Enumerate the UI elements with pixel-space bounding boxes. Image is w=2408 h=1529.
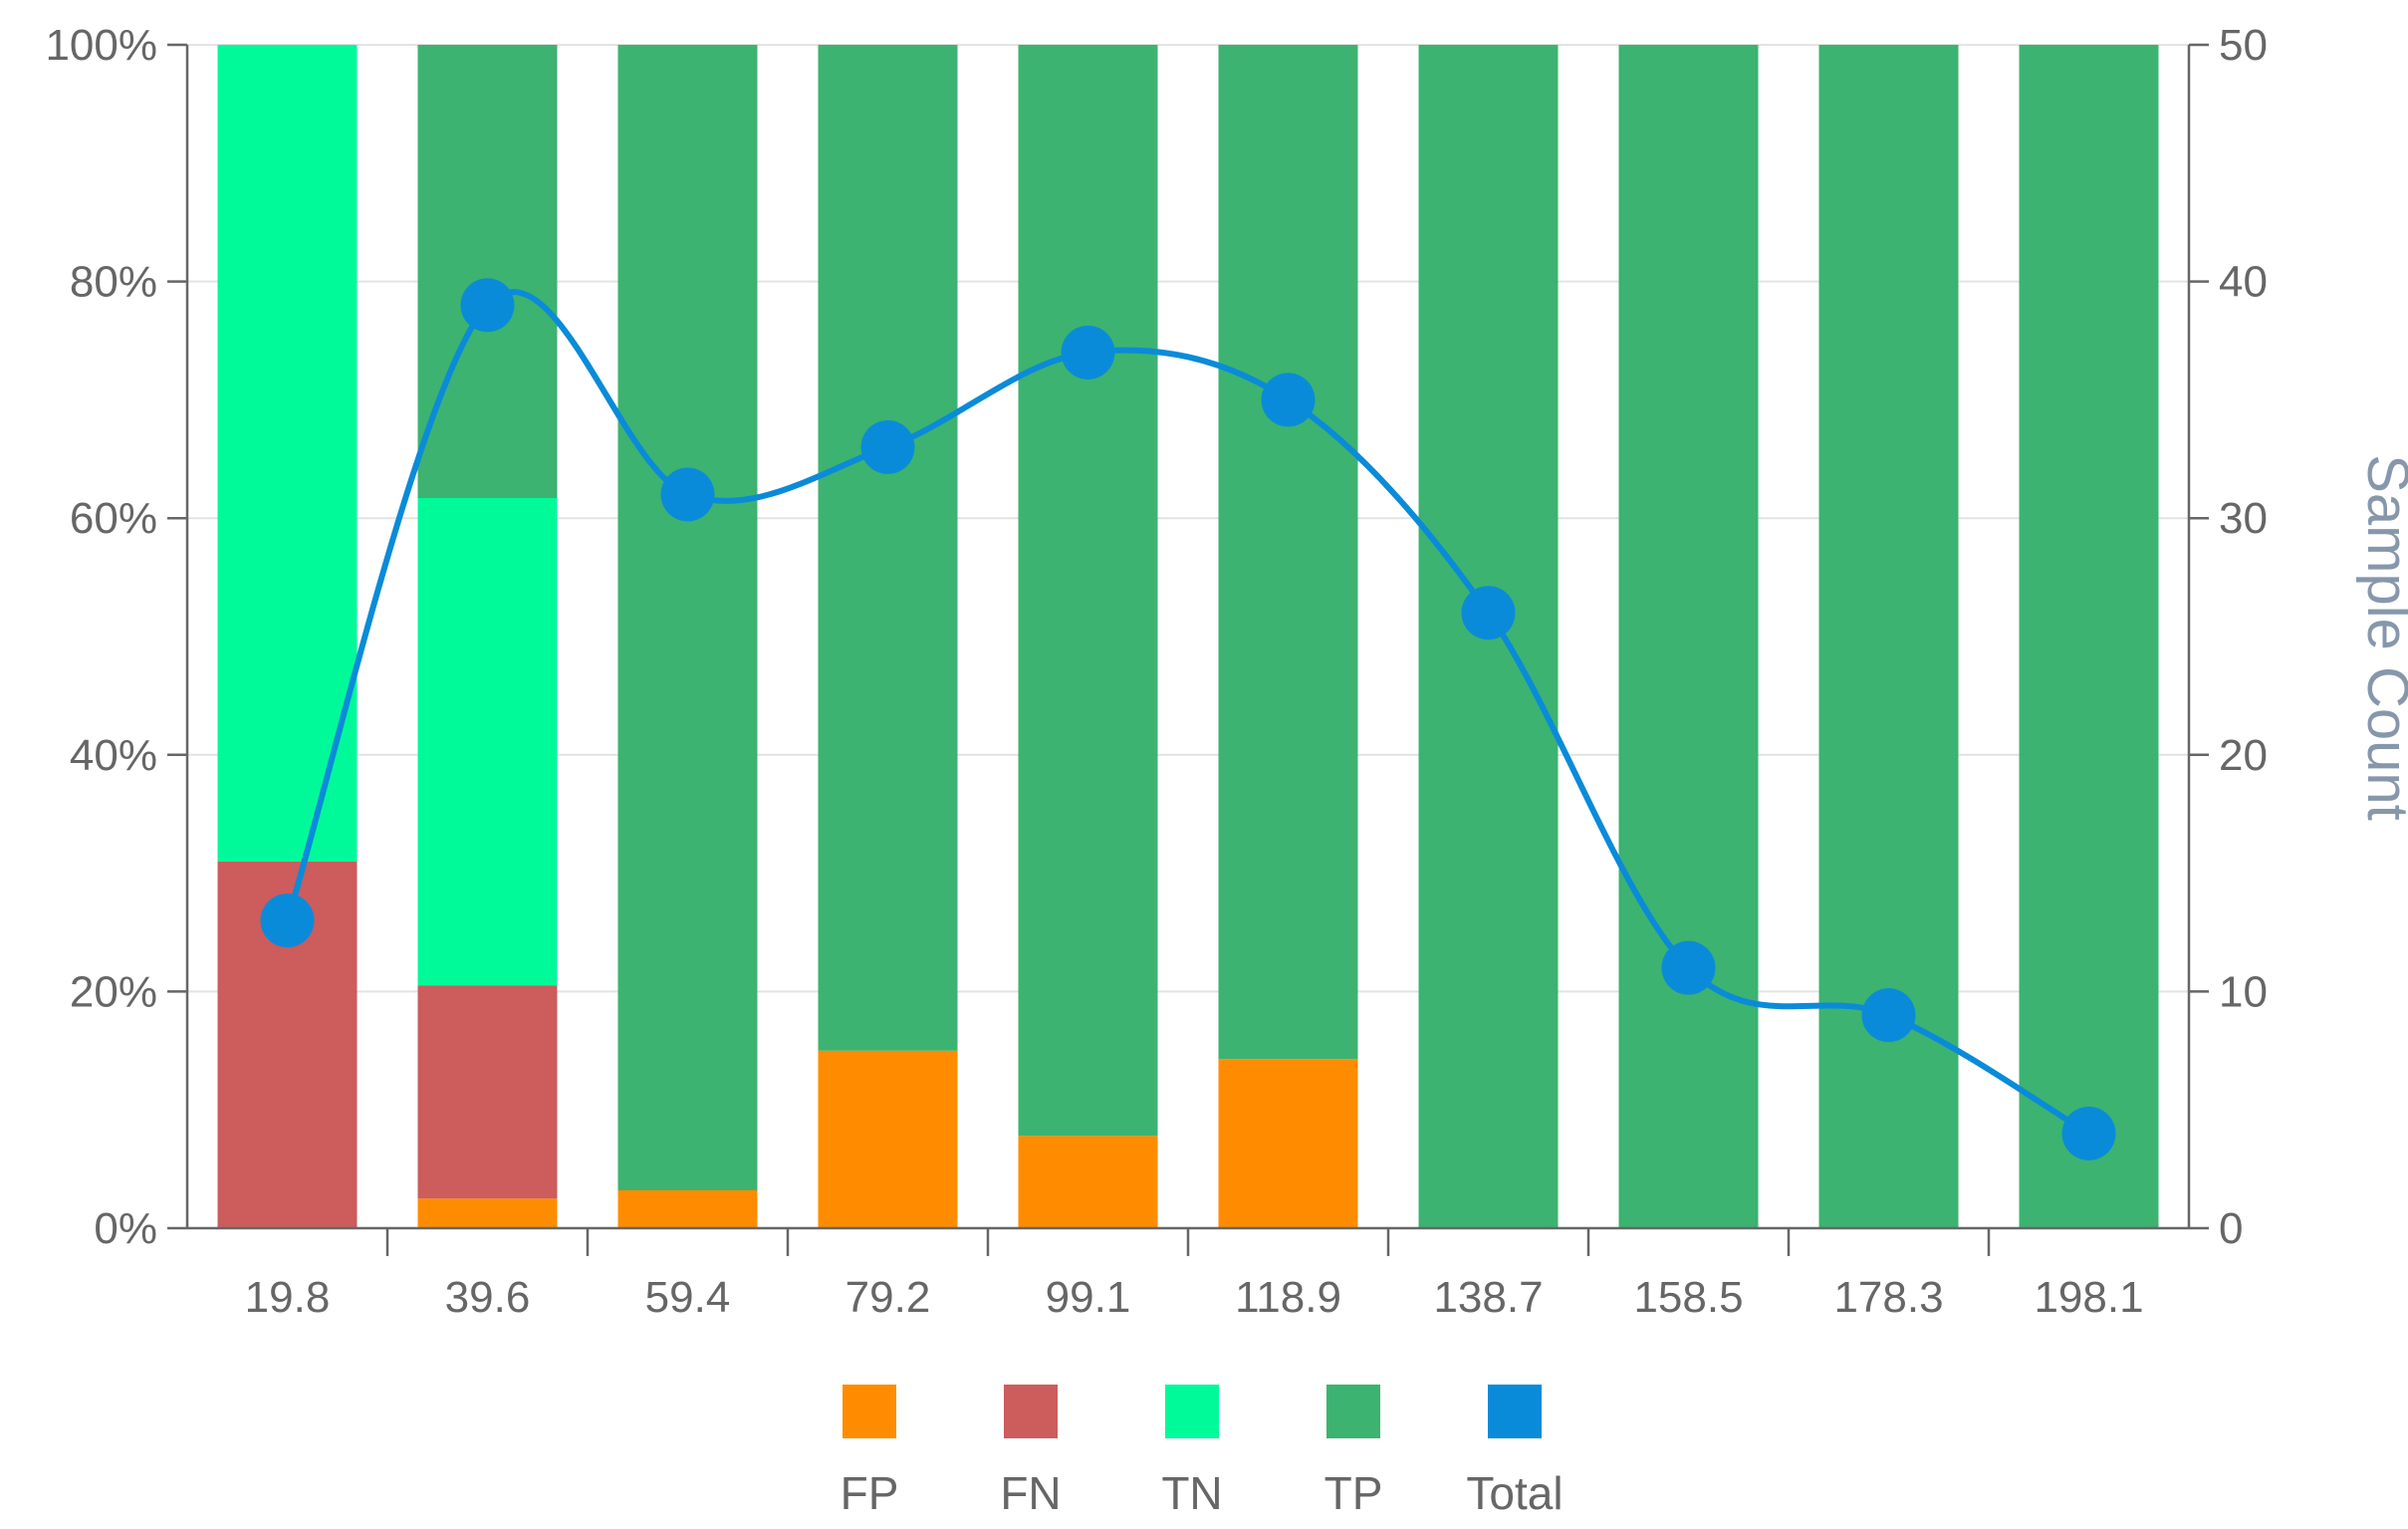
total-point[interactable] <box>260 893 315 948</box>
right-tick-label: 30 <box>2219 494 2268 543</box>
legend-swatch <box>1004 1385 1058 1438</box>
left-tick-label: 100% <box>45 21 157 70</box>
legend-swatch <box>1165 1385 1219 1438</box>
right-tick-label: 10 <box>2219 967 2268 1016</box>
total-line <box>260 278 2116 1160</box>
bar-tp <box>1218 45 1358 1060</box>
legend-label: FN <box>1000 1467 1061 1519</box>
axes <box>167 43 2209 1256</box>
bar-tp <box>1618 45 1759 1228</box>
legend-swatch <box>1326 1385 1380 1438</box>
bar-fp <box>1018 1136 1158 1228</box>
legend-swatch <box>1488 1385 1542 1438</box>
bar-fp <box>617 1189 758 1228</box>
total-point[interactable] <box>1261 373 1316 427</box>
total-point[interactable] <box>1661 940 1716 995</box>
right-tick-label: 50 <box>2219 21 2268 70</box>
x-tick-label: 178.3 <box>1833 1273 1943 1322</box>
right-tick-label: 20 <box>2219 731 2268 780</box>
bar-tp <box>1018 45 1158 1137</box>
legend-item-total[interactable]: Total <box>1466 1385 1564 1519</box>
left-tick-label: 40% <box>70 731 157 780</box>
legend-label: Total <box>1466 1467 1563 1519</box>
legend-label: FP <box>841 1467 899 1519</box>
left-tick-label: 60% <box>70 494 157 543</box>
bar-fn <box>417 985 558 1199</box>
x-tick-label: 99.1 <box>1046 1273 1131 1322</box>
bar-tn <box>217 45 358 862</box>
bar-tn <box>417 498 558 986</box>
left-tick-label: 0% <box>94 1204 157 1253</box>
bar-fp <box>818 1050 958 1228</box>
right-axis-title: Sample Count <box>2355 454 2408 821</box>
bar-tp <box>617 45 758 1190</box>
total-point[interactable] <box>460 278 515 333</box>
legend-item-tn[interactable]: TN <box>1161 1385 1223 1519</box>
left-tick-label: 80% <box>70 258 157 307</box>
legend-label: TP <box>1324 1467 1383 1519</box>
bar-tp <box>417 45 558 499</box>
legend-label: TN <box>1161 1467 1222 1519</box>
legend-item-tp[interactable]: TP <box>1324 1385 1383 1519</box>
bar-tp <box>818 45 958 1051</box>
total-line-path <box>284 289 2091 1137</box>
bars <box>217 45 2159 1228</box>
x-tick-label: 79.2 <box>845 1273 931 1322</box>
bar-tp <box>1818 45 1959 1228</box>
bar-fp <box>417 1198 558 1228</box>
x-tick-label: 118.9 <box>1235 1273 1341 1322</box>
x-tick-label: 59.4 <box>645 1273 731 1322</box>
legend-swatch <box>843 1385 896 1438</box>
total-point[interactable] <box>1061 325 1115 380</box>
right-tick-label: 0 <box>2219 1204 2243 1253</box>
x-tick-label: 198.1 <box>2034 1273 2143 1322</box>
x-tick-label: 138.7 <box>1433 1273 1543 1322</box>
total-point[interactable] <box>660 467 715 522</box>
bar-fp <box>1218 1059 1358 1228</box>
left-tick-label: 20% <box>70 967 157 1016</box>
right-tick-label: 40 <box>2219 258 2268 307</box>
legend-item-fp[interactable]: FP <box>841 1385 899 1519</box>
bar-tp <box>2019 45 2159 1228</box>
tick-labels: 0% 20% 40% 60% 80% 100% 0 10 20 30 40 50 19.8 39.6 59.… <box>45 21 2268 1322</box>
total-point[interactable] <box>1461 586 1516 640</box>
x-tick-label: 39.6 <box>445 1273 531 1322</box>
total-point[interactable] <box>1861 988 1916 1043</box>
total-point[interactable] <box>2061 1106 2116 1160</box>
total-point[interactable] <box>860 419 915 474</box>
x-tick-label: 19.8 <box>245 1273 331 1322</box>
x-tick-label: 158.5 <box>1633 1273 1743 1322</box>
legend[interactable]: FP FN TN TP Total <box>841 1385 1564 1519</box>
legend-item-fn[interactable]: FN <box>1000 1385 1062 1519</box>
